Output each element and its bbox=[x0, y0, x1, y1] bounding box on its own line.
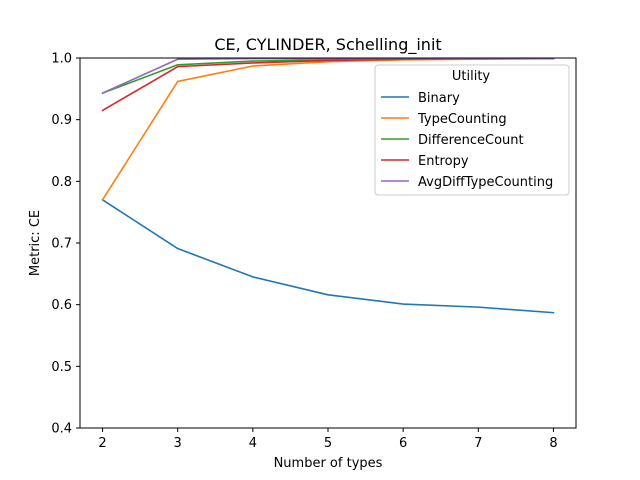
legend-label-binary: Binary bbox=[418, 91, 460, 106]
y-tick-label: 0.8 bbox=[51, 175, 72, 190]
chart-title: CE, CYLINDER, Schelling_init bbox=[214, 35, 441, 55]
plot-lines bbox=[101, 57, 555, 314]
legend-box bbox=[374, 64, 570, 196]
y-axis-label: Metric: CE bbox=[28, 210, 43, 276]
y-tick-label: 0.6 bbox=[51, 298, 72, 313]
x-tick-label: 8 bbox=[549, 436, 557, 451]
legend-label-entropy: Entropy bbox=[418, 154, 469, 169]
series-line-binary bbox=[101, 198, 555, 314]
y-tick-label: 0.4 bbox=[51, 422, 72, 437]
legend: Utility Binary TypeCounting DifferenceCoun… bbox=[374, 64, 570, 196]
x-axis-label: Number of types bbox=[274, 456, 383, 471]
x-tick-label: 4 bbox=[249, 436, 257, 451]
y-tick-label: 1.0 bbox=[51, 52, 72, 67]
legend-label-avgdifftypecounting: AvgDiffTypeCounting bbox=[418, 175, 553, 190]
x-tick-label: 6 bbox=[399, 436, 407, 451]
x-tick-label: 2 bbox=[98, 436, 106, 451]
legend-title: Utility bbox=[452, 69, 491, 84]
legend-label-differencecount: DifferenceCount bbox=[418, 133, 524, 148]
x-tick-label: 3 bbox=[174, 436, 182, 451]
y-axis-ticks: 0.4 0.5 0.6 0.7 0.8 0.9 1.0 bbox=[51, 52, 80, 437]
y-tick-label: 0.5 bbox=[51, 360, 72, 375]
y-tick-label: 0.9 bbox=[51, 113, 72, 128]
x-axis-ticks: 2 3 4 5 6 7 8 bbox=[98, 428, 558, 451]
legend-label-typecounting: TypeCounting bbox=[417, 112, 507, 127]
x-tick-label: 5 bbox=[324, 436, 332, 451]
legend-items: Binary TypeCounting DifferenceCount Entropy… bbox=[381, 91, 553, 190]
series-line-avgdifftypecounting bbox=[101, 57, 555, 95]
y-tick-label: 0.7 bbox=[51, 237, 72, 252]
x-tick-label: 7 bbox=[474, 436, 482, 451]
